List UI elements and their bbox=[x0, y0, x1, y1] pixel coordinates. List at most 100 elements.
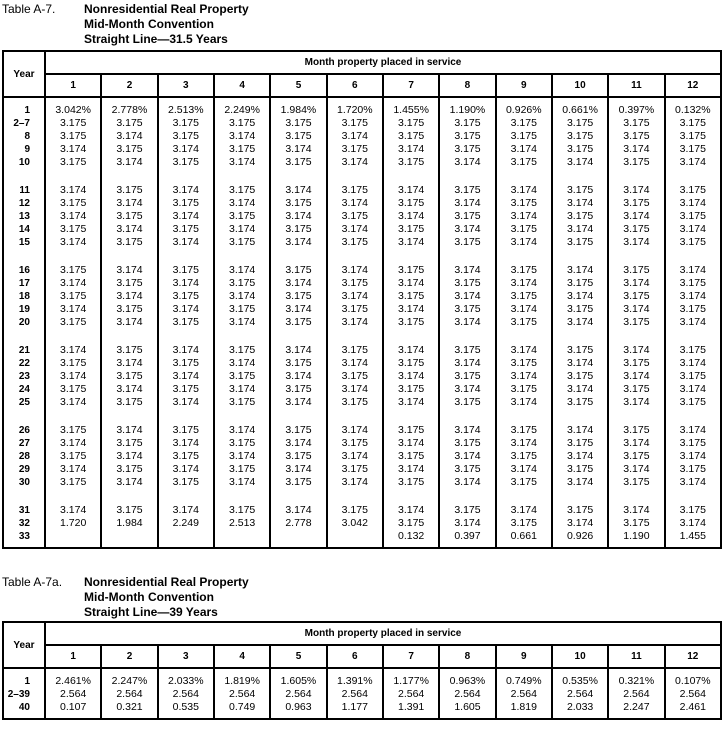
rate-cell: 3.174 bbox=[607, 437, 665, 450]
rate-cell: 3.175 bbox=[550, 130, 609, 143]
rate-cell: 3.174 bbox=[269, 236, 327, 249]
rate-cell bbox=[100, 530, 158, 548]
rate-cell: 3.174 bbox=[607, 329, 665, 357]
rate-cell: 3.175 bbox=[269, 117, 327, 130]
title-line: Straight Line—31.5 Years bbox=[84, 32, 228, 46]
rate-cell: 1.391% bbox=[325, 668, 383, 688]
rate-cell: 3.174 bbox=[438, 197, 496, 210]
rate-cell: 3.174 bbox=[381, 169, 440, 197]
rate-cell: 2.564 bbox=[550, 688, 609, 701]
rate-cell: 3.174 bbox=[100, 290, 158, 303]
rate-cell: 0.661% bbox=[550, 97, 609, 117]
rate-cell: 3.175 bbox=[212, 370, 271, 383]
rate-cell: 3.175 bbox=[43, 357, 102, 370]
rate-cell: 3.175 bbox=[212, 329, 271, 357]
rate-cell: 3.174 bbox=[663, 357, 721, 370]
rate-cell: 3.174 bbox=[212, 197, 271, 210]
rate-cell: 1.720% bbox=[325, 97, 383, 117]
year-cell: 21 bbox=[18, 345, 30, 356]
rate-cell: 3.174 bbox=[43, 277, 102, 290]
rate-cell: 3.175 bbox=[325, 463, 383, 476]
rate-cell: 3.174 bbox=[100, 357, 158, 370]
rate-cell: 3.175 bbox=[269, 223, 327, 236]
rate-cell: 3.174 bbox=[156, 396, 214, 409]
rate-cell: 3.175 bbox=[663, 489, 721, 517]
table-row: 28 3.175 3.174 3.175 3.174 3.175 3.174 3.175 3.1… bbox=[3, 450, 721, 463]
rate-cell: 3.175 bbox=[43, 476, 102, 489]
rate-cell: 3.175 bbox=[43, 156, 102, 169]
rate-cell: 3.174 bbox=[156, 143, 214, 156]
month-column-header: 9 bbox=[494, 74, 552, 98]
rate-cell: 3.174 bbox=[607, 277, 665, 290]
rate-cell: 3.174 bbox=[663, 156, 721, 169]
rate-cell: 3.175 bbox=[438, 210, 496, 223]
year-cell: 28 bbox=[18, 451, 30, 462]
year-cell: 29 bbox=[18, 464, 30, 475]
rate-cell: 3.175 bbox=[607, 409, 665, 437]
rate-cell: 3.174 bbox=[43, 396, 102, 409]
rate-cell: 3.174 bbox=[663, 223, 721, 236]
rate-cell: 1.819% bbox=[212, 668, 271, 688]
rate-cell: 3.175 bbox=[43, 450, 102, 463]
rate-cell: 3.175 bbox=[269, 476, 327, 489]
rate-cell: 3.174 bbox=[550, 476, 609, 489]
rate-cell: 2.513% bbox=[156, 97, 214, 117]
rate-cell: 3.175 bbox=[381, 117, 440, 130]
rate-cell: 3.175 bbox=[212, 143, 271, 156]
rate-cell: 3.175 bbox=[100, 303, 158, 316]
rate-cell: 3.175 bbox=[607, 117, 665, 130]
rate-cell bbox=[325, 530, 383, 548]
rate-cell: 3.175 bbox=[438, 130, 496, 143]
month-column-header: 2 bbox=[100, 645, 158, 669]
table-row: 32 1.720 1.984 2.249 2.513 2.778 3.042 3.175 3.1… bbox=[3, 517, 721, 530]
rate-cell: 3.175 bbox=[663, 303, 721, 316]
rate-cell: 3.174 bbox=[663, 476, 721, 489]
rate-cell: 3.174 bbox=[550, 223, 609, 236]
header-row: Year Month property placed in service bbox=[3, 51, 721, 98]
rate-cell: 1.455 bbox=[663, 530, 721, 548]
title-line: Nonresidential Real Property bbox=[84, 2, 249, 16]
rate-cell: 3.174 bbox=[325, 450, 383, 463]
rate-cell: 3.175 bbox=[100, 437, 158, 450]
rate-cell: 3.174 bbox=[100, 130, 158, 143]
rate-cell: 3.174 bbox=[550, 156, 609, 169]
month-column-header: 8 bbox=[438, 645, 496, 669]
rate-cell: 3.175 bbox=[325, 236, 383, 249]
rate-cell: 1.605 bbox=[438, 701, 496, 719]
rate-cell: 3.175 bbox=[43, 223, 102, 236]
rate-cell: 2.461 bbox=[663, 701, 721, 719]
rate-cell: 3.175 bbox=[43, 130, 102, 143]
rate-cell: 0.397 bbox=[438, 530, 496, 548]
table-row: 2–7 3.175 3.175 3.175 3.175 3.175 3.175 3.175 3.… bbox=[3, 117, 721, 130]
rate-cell: 3.174 bbox=[269, 143, 327, 156]
year-cell: 14 bbox=[18, 224, 30, 235]
rate-cell: 3.174 bbox=[156, 329, 214, 357]
rate-cell: 3.175 bbox=[438, 117, 496, 130]
year-cell: 33 bbox=[18, 531, 30, 542]
rate-cell: 0.963% bbox=[438, 668, 496, 688]
rate-cell: 2.564 bbox=[663, 688, 721, 701]
rate-cell: 3.175 bbox=[663, 117, 721, 130]
rate-cell: 3.174 bbox=[325, 409, 383, 437]
year-cell: 2–39 bbox=[7, 689, 30, 700]
month-column-header: 8 bbox=[438, 74, 496, 98]
month-column-header: 10 bbox=[550, 645, 609, 669]
table-row: 1 2.461% 2.247% 2.033% 1.819% 1.605% 1.391% 1.1… bbox=[3, 668, 721, 688]
rate-cell: 0.963 bbox=[269, 701, 327, 719]
rate-cell: 3.174 bbox=[156, 303, 214, 316]
rate-cell: 3.174 bbox=[438, 450, 496, 463]
rate-cell: 3.174 bbox=[494, 236, 552, 249]
rate-cell: 3.174 bbox=[381, 370, 440, 383]
rate-cell: 3.175 bbox=[438, 370, 496, 383]
rate-cell: 3.175 bbox=[550, 489, 609, 517]
rate-cell: 3.175 bbox=[663, 463, 721, 476]
rate-cell: 3.175 bbox=[381, 383, 440, 396]
table-row: 21 3.174 3.175 3.174 3.175 3.174 3.175 3.174 3.1… bbox=[3, 329, 721, 357]
rate-cell: 3.174 bbox=[212, 409, 271, 437]
rate-cell: 3.175 bbox=[438, 143, 496, 156]
rate-cell: 3.174 bbox=[550, 290, 609, 303]
year-cell: 30 bbox=[18, 477, 30, 488]
rate-cell: 3.175 bbox=[494, 249, 552, 277]
rate-cell: 3.175 bbox=[43, 383, 102, 396]
rate-cell: 3.174 bbox=[607, 143, 665, 156]
